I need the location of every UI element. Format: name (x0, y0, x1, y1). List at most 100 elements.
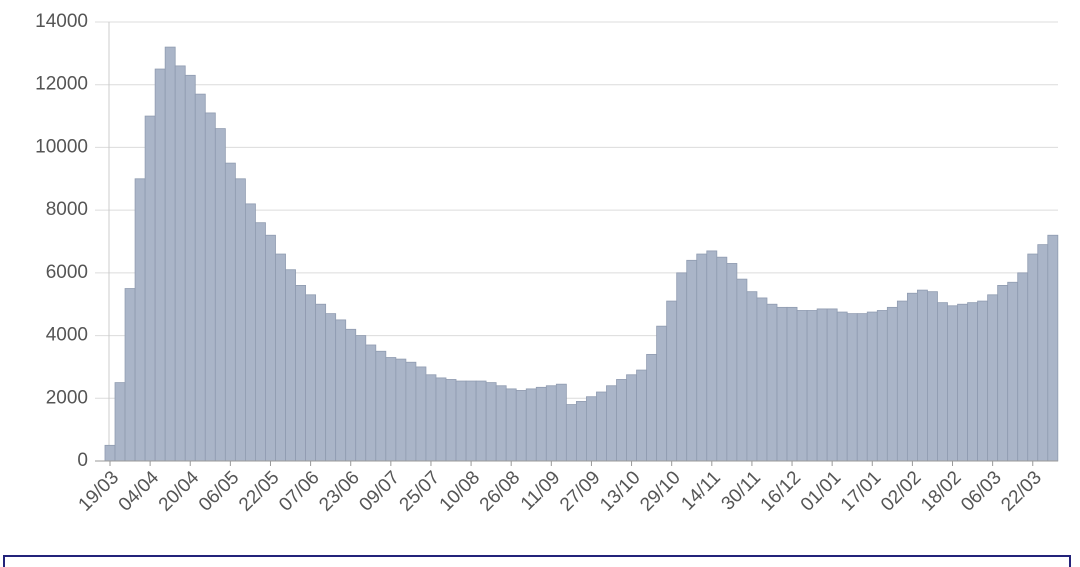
bar (776, 306, 788, 462)
x-tick-label: 26/08 (476, 467, 524, 515)
bar (405, 361, 417, 462)
bar (937, 302, 948, 462)
bar (626, 374, 637, 462)
bar (816, 308, 828, 462)
bar (806, 310, 818, 462)
x-tick-label: 19/03 (75, 467, 123, 515)
bar (596, 391, 607, 462)
bar (866, 311, 878, 462)
bar (124, 288, 136, 462)
bar (906, 292, 918, 462)
bar (305, 294, 317, 462)
y-tick-label: 0 (77, 450, 88, 471)
x-tick-label: 17/01 (837, 467, 885, 515)
bar (505, 388, 517, 462)
bar (786, 306, 798, 462)
bar (134, 178, 146, 462)
bar (856, 313, 868, 462)
bar (1037, 244, 1049, 462)
bar (194, 93, 206, 462)
bar (355, 335, 367, 462)
bar (465, 380, 477, 462)
bar (766, 303, 778, 462)
bar (415, 366, 427, 462)
bar (325, 313, 337, 462)
bar (947, 305, 958, 462)
bar (144, 115, 156, 462)
bar (977, 300, 989, 462)
bar (796, 310, 808, 462)
bar (245, 203, 256, 462)
x-tick-label: 22/05 (235, 467, 283, 515)
y-tick-label: 6000 (46, 262, 88, 283)
x-tick-label: 29/10 (636, 467, 684, 515)
bar (214, 128, 226, 462)
x-tick-label: 09/07 (355, 467, 403, 515)
bar (826, 308, 838, 462)
bar (184, 74, 196, 462)
bar (255, 222, 266, 462)
bar (515, 390, 527, 462)
bar (636, 369, 648, 462)
x-tick-label: 04/04 (115, 467, 164, 516)
bar (666, 300, 678, 462)
bar (295, 284, 306, 462)
bar (886, 306, 898, 462)
x-tick-label: 10/08 (436, 467, 484, 515)
bar (435, 377, 447, 462)
y-tick-label: 12000 (35, 74, 88, 95)
bar (285, 269, 296, 462)
bar (495, 385, 507, 462)
bar (927, 291, 938, 462)
bar (1027, 253, 1039, 462)
x-tick-label: 07/06 (275, 467, 323, 515)
bar (335, 319, 347, 462)
bar (917, 289, 928, 462)
bar (545, 385, 557, 462)
bar (656, 325, 668, 462)
y-tick-label: 8000 (46, 199, 88, 220)
y-tick-label: 2000 (46, 387, 88, 408)
bar (896, 300, 908, 462)
bar (686, 259, 698, 462)
bar (997, 284, 1009, 462)
bar (676, 272, 688, 462)
bar (224, 162, 236, 462)
bar (1047, 234, 1059, 462)
bar (365, 344, 377, 462)
panel-border (3, 555, 1071, 567)
bar (967, 302, 978, 462)
bar (616, 379, 627, 462)
x-tick-label: 02/02 (877, 467, 925, 515)
bar (736, 278, 748, 462)
x-tick-label: 13/10 (596, 467, 644, 515)
bar (345, 328, 357, 462)
bar (987, 294, 999, 462)
bar (445, 379, 457, 462)
bar (836, 311, 848, 462)
y-tick-label: 4000 (46, 325, 88, 346)
x-tick-label: 22/03 (997, 467, 1045, 515)
bar (586, 396, 597, 462)
bar (275, 253, 286, 462)
bar (1007, 281, 1019, 462)
bar (706, 250, 718, 462)
bar (876, 310, 888, 462)
x-tick-label: 20/04 (155, 467, 204, 516)
bar (375, 350, 387, 462)
y-tick-label: 14000 (35, 11, 88, 32)
bar (846, 313, 858, 462)
bar (746, 291, 758, 462)
bar (234, 178, 246, 462)
bar (606, 385, 617, 462)
bar (535, 386, 547, 462)
bar (957, 303, 968, 462)
x-tick-label: 06/05 (195, 467, 243, 515)
bar (525, 388, 537, 462)
x-tick-label: 23/06 (315, 467, 363, 515)
bar (726, 263, 738, 462)
bar (164, 46, 176, 462)
x-tick-label: 16/12 (757, 467, 805, 515)
bar (575, 401, 587, 462)
